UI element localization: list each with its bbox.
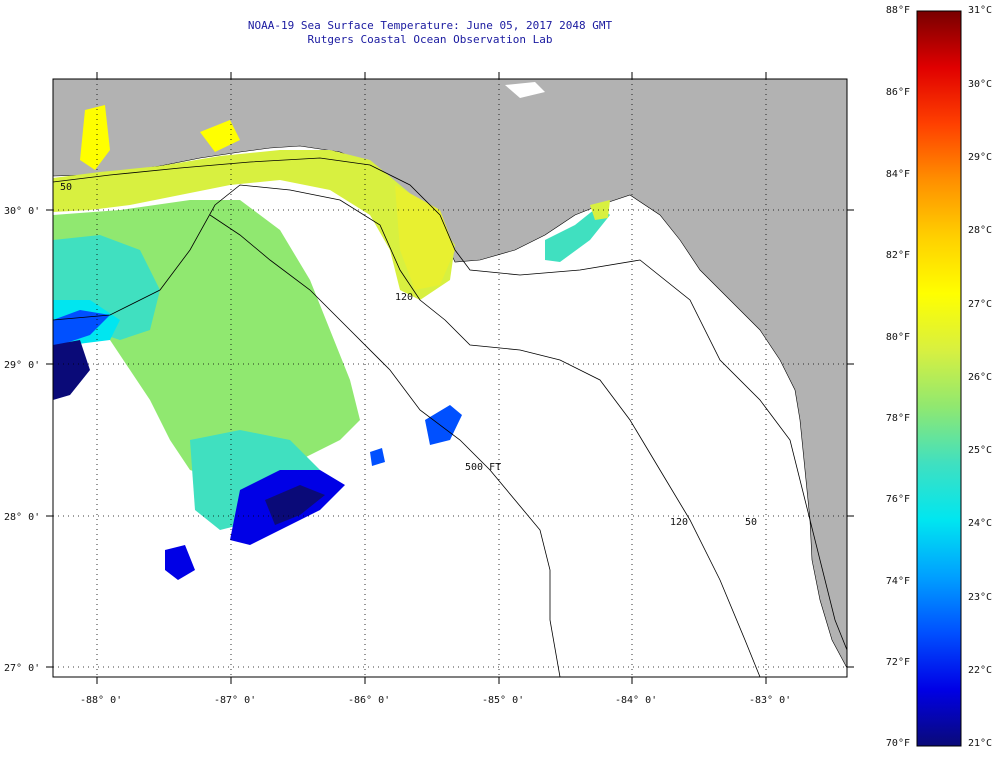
map-frame — [52, 78, 848, 678]
contour-500ft — [209, 214, 561, 677]
lat-label: 27° 0' — [4, 663, 40, 674]
colorbar-f-label: 78°F — [885, 413, 910, 424]
colorbar-c-label: 28°C — [968, 225, 993, 236]
colorbar-c-label: 21°C — [968, 738, 993, 749]
colorbar-c-label: 25°C — [968, 445, 993, 456]
contour-label: 500 FT — [465, 462, 501, 473]
colorbar-c-label: 26°C — [968, 372, 993, 383]
colorbar-c-label: 24°C — [968, 518, 993, 529]
lat-label: 30° 0' — [4, 206, 40, 217]
land-coastal-bays — [505, 82, 545, 98]
lat-label: 29° 0' — [4, 360, 40, 371]
map-title: NOAA-19 Sea Surface Temperature: June 05… — [247, 19, 613, 32]
lon-label: -86° 0' — [348, 695, 390, 706]
colorbar-f-label: 86°F — [885, 87, 910, 98]
colorbar-f-label: 74°F — [885, 576, 910, 587]
colorbar-f-label: 88°F — [885, 5, 910, 16]
colorbar-c-label: 29°C — [968, 152, 993, 163]
lat-axis-labels: 30° 0' 29° 0' 28° 0' 27° 0' — [4, 206, 40, 674]
contour-label: 50 — [60, 182, 72, 193]
lon-axis-labels: -88° 0' -87° 0' -86° 0' -85° 0' -84° 0' … — [80, 695, 791, 706]
colorbar-c-label: 23°C — [968, 592, 993, 603]
colorbar — [916, 10, 962, 747]
frame-ticks — [46, 72, 854, 684]
colorbar-f-label: 76°F — [885, 494, 910, 505]
colorbar-c-label: 22°C — [968, 665, 993, 676]
bathymetry-contours — [53, 157, 847, 677]
colorbar-f-label: 84°F — [885, 169, 910, 180]
contour-label: 120 — [395, 292, 413, 303]
lon-label: -88° 0' — [80, 695, 122, 706]
lat-label: 28° 0' — [4, 512, 40, 523]
lon-label: -87° 0' — [214, 695, 256, 706]
colorbar-f-label: 70°F — [885, 738, 910, 749]
contour-120ft — [53, 184, 761, 677]
colorbar-c-label: 31°C — [968, 5, 993, 16]
contour-label: 50 — [745, 517, 757, 528]
contour-label: 120 — [670, 517, 688, 528]
colorbar-f-label: 82°F — [885, 250, 910, 261]
colorbar-c-label: 27°C — [968, 299, 993, 310]
contour-label-group: 50 120 500 FT 120 50 — [60, 182, 757, 528]
lon-label: -83° 0' — [749, 695, 791, 706]
lon-label: -85° 0' — [482, 695, 524, 706]
contour-50ft — [53, 157, 847, 651]
map-subtitle: Rutgers Coastal Ocean Observation Lab — [307, 33, 553, 46]
colorbar-c-label: 30°C — [968, 79, 993, 90]
colorbar-f-label: 80°F — [885, 332, 910, 343]
colorbar-f-label: 72°F — [885, 657, 910, 668]
lon-label: -84° 0' — [615, 695, 657, 706]
